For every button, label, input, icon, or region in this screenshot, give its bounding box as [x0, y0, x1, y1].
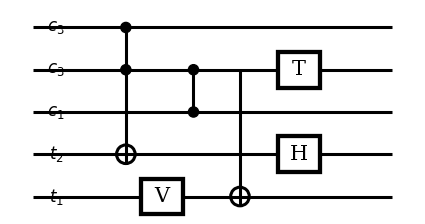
Circle shape	[188, 107, 198, 117]
Text: $c_3$: $c_3$	[47, 19, 65, 36]
Circle shape	[116, 145, 135, 164]
Circle shape	[121, 65, 131, 75]
Bar	[278, 52, 320, 88]
Circle shape	[188, 65, 198, 75]
Text: $t_2$: $t_2$	[49, 144, 63, 164]
Circle shape	[231, 187, 249, 206]
Text: $t_1$: $t_1$	[49, 187, 64, 207]
Text: H: H	[290, 145, 308, 164]
Text: $c_3$: $c_3$	[47, 61, 65, 78]
Bar	[141, 179, 183, 215]
Text: $c_1$: $c_1$	[47, 103, 65, 121]
Circle shape	[121, 22, 131, 32]
Bar	[278, 136, 320, 172]
Text: T: T	[292, 60, 306, 79]
Text: V: V	[154, 187, 169, 206]
